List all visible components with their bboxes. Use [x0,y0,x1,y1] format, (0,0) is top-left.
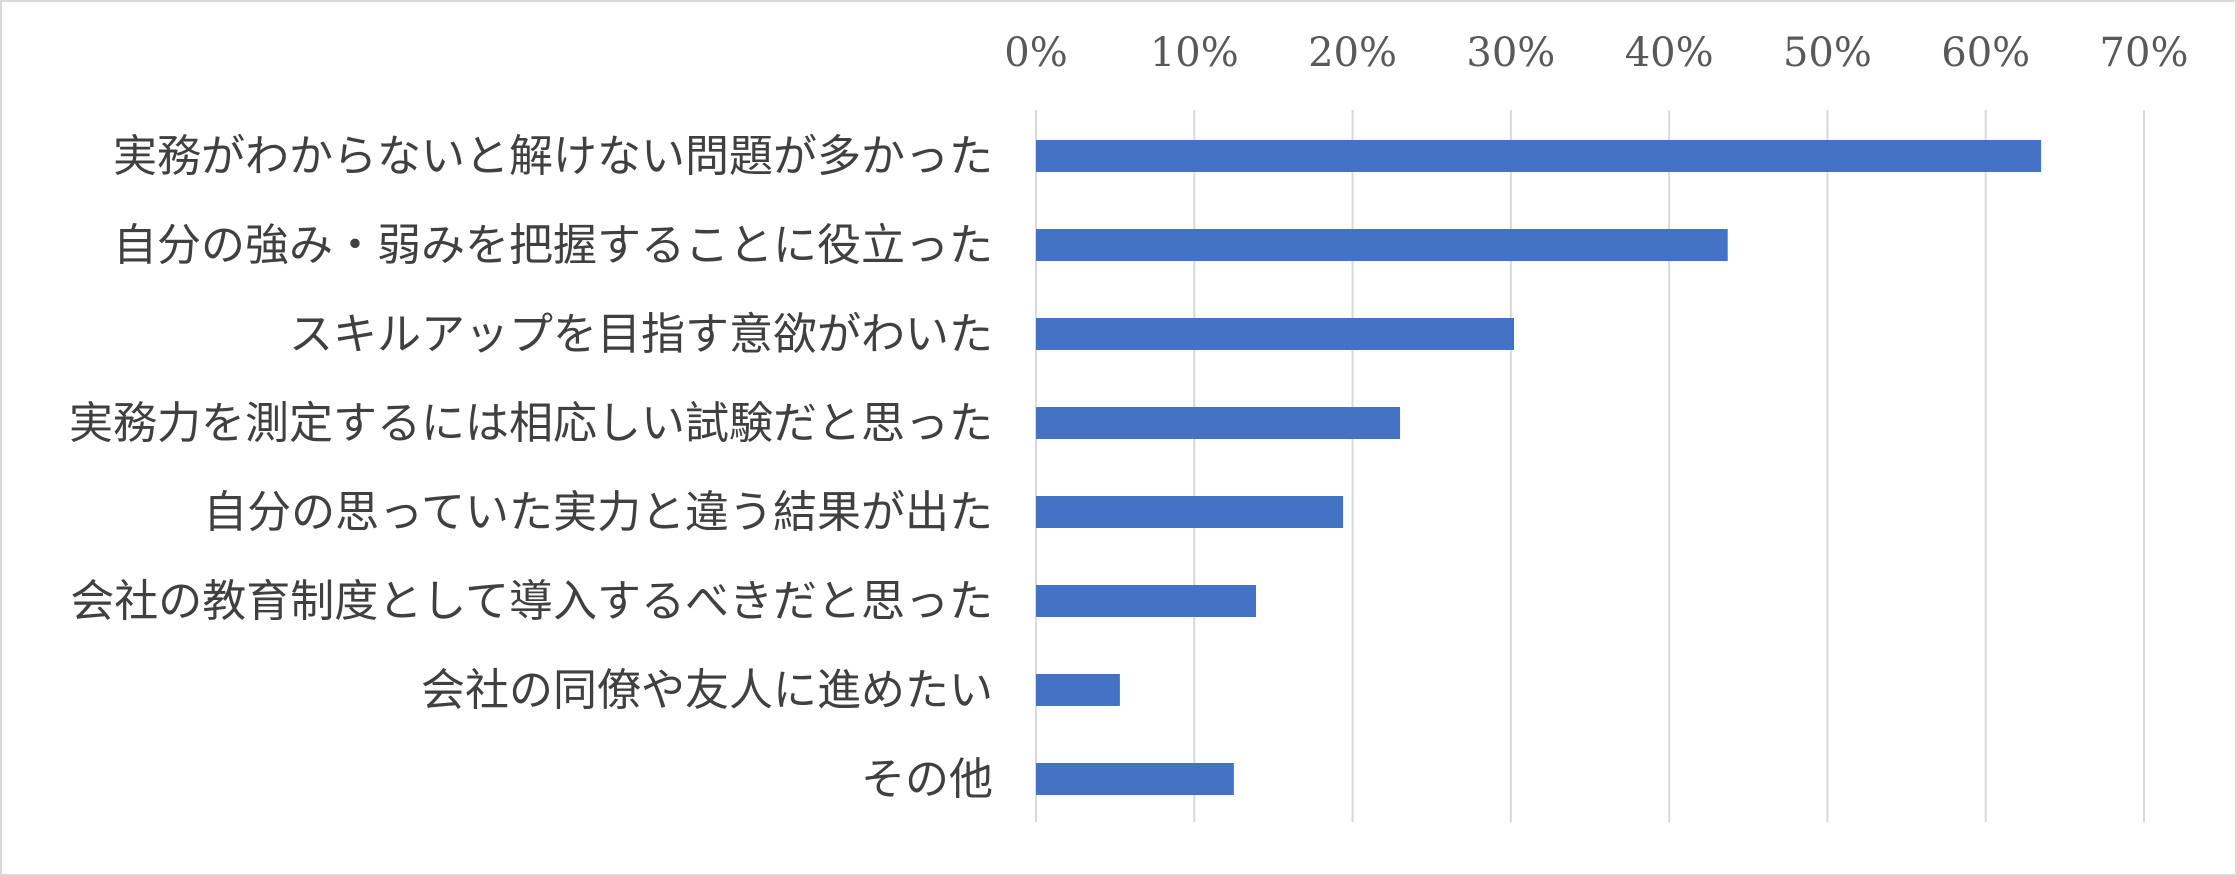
category-label: その他 [861,754,993,805]
x-tick-label: 0% [1004,30,1067,76]
category-label: 自分の思っていた実力と違う結果が出た [203,487,993,538]
category-label: 会社の同僚や友人に進めたい [421,665,993,716]
bar [1036,140,2042,172]
x-tick-label: 60% [1941,30,2030,76]
bar [1036,585,1257,617]
category-label: 会社の教育制度として導入するべきだと思った [70,576,993,627]
bar [1036,407,1401,439]
category-label: 実務がわからないと解けない問題が多かった [113,131,993,182]
x-tick-label: 10% [1150,30,1239,76]
bar [1036,763,1234,795]
bar [1036,674,1120,706]
x-tick-label: 70% [2100,30,2189,76]
x-tick-label: 30% [1466,30,1555,76]
bar [1036,496,1344,528]
category-label: 自分の強み・弱みを把握することに役立った [113,220,993,271]
category-label: 実務力を測定するには相応しい試験だと思った [69,398,993,449]
category-label: スキルアップを目指す意欲がわいた [289,309,993,360]
x-tick-label: 40% [1625,30,1714,76]
bar [1036,229,1728,261]
bar [1036,318,1515,350]
x-tick-label: 20% [1308,30,1397,76]
x-tick-label: 50% [1783,30,1872,76]
